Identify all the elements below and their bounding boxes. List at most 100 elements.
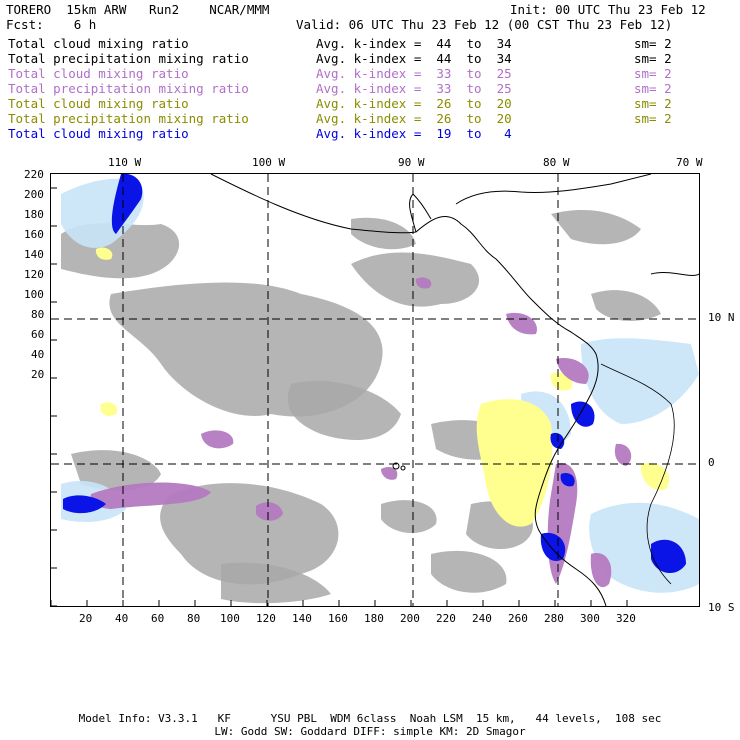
x-grid-tick: 80 [187,612,201,625]
purple-cloud-area [381,467,398,480]
galapagos-island [400,465,406,471]
gray-cloud-area [381,500,437,534]
legend-field-label: Total cloud mixing ratio [8,36,189,51]
longitude-label: 80 W [543,156,570,169]
x-grid-tick: 320 [616,612,636,625]
y-grid-tick: 220 [24,168,44,181]
legend-smoothing: sm= 2 [634,51,672,66]
heavy-cloud-area [571,401,595,427]
coastline-caribbean [455,174,652,205]
galapagos-island [392,462,400,470]
x-grid-tick: 120 [256,612,276,625]
legend-smoothing: sm= 2 [634,96,672,111]
gray-cloud-area [221,562,331,604]
purple-cloud-area [256,502,283,521]
x-grid-tick: 60 [151,612,165,625]
legend-row: Total cloud mixing ratio Avg. k-index = 3… [8,66,708,81]
latitude-label: 10 S [708,601,735,614]
y-grid-tick: 140 [24,248,44,261]
gray-cloud-area [551,209,641,245]
x-grid-tick: 180 [364,612,384,625]
legend-row: Total cloud mixing ratio Avg. k-index = 2… [8,96,708,111]
x-grid-tick: 300 [580,612,600,625]
legend-k-index: Avg. k-index = 44 to 34 [316,51,512,66]
purple-cloud-area [614,443,632,466]
purple-cloud-area [201,430,234,449]
y-grid-tick: 20 [31,368,45,381]
x-grid-tick: 220 [436,612,456,625]
x-grid-tick: 260 [508,612,528,625]
legend-field-label: Total cloud mixing ratio [8,66,189,81]
y-grid-tick: 80 [31,308,45,321]
x-grid-tick: 40 [115,612,129,625]
legend-k-index: Avg. k-index = 26 to 20 [316,96,512,111]
legend-field-label: Total cloud mixing ratio [8,126,189,141]
yellow-precip-area [95,247,113,260]
x-grid-tick: 140 [292,612,312,625]
legend-smoothing: sm= 2 [634,66,672,81]
purple-cloud-area [556,358,589,384]
heavy-cloud-area [651,539,686,574]
legend-field-label: Total cloud mixing ratio [8,96,189,111]
legend-smoothing: sm= 2 [634,111,672,126]
heavy-cloud-area [540,532,566,562]
header-row-2: Fcst: 6 h Valid: 06 UTC Thu 23 Feb 12 (0… [6,17,736,32]
weather-map [51,174,699,606]
legend-row: Total precipitation mixing ratio Avg. k-i… [8,81,708,96]
x-grid-tick: 20 [79,612,93,625]
y-grid-tick: 200 [24,188,44,201]
model-info-line: Model Info: V3.3.1 KF YSU PBL WDM 6class… [78,712,662,725]
longitude-label: 110 W [108,156,142,169]
legend-k-index: Avg. k-index = 33 to 25 [316,66,512,81]
physics-info-line: LW: Godd SW: Goddard DIFF: simple KM: 2D… [214,725,526,738]
legend-smoothing: sm= 2 [634,36,672,51]
purple-cloud-area [590,553,612,588]
gray-cloud-area [71,450,161,491]
x-grid-tick: 200 [400,612,420,625]
init-time: Init: 00 UTC Thu 23 Feb 12 [510,2,706,17]
legend-k-index: Avg. k-index = 19 to 4 [316,126,512,141]
map-panel [50,173,700,607]
legend-k-index: Avg. k-index = 33 to 25 [316,81,512,96]
y-grid-tick: 120 [24,268,44,281]
x-grid-tick: 100 [220,612,240,625]
header-row-1: TORERO 15km ARW Run2 NCAR/MMM Init: 00 U… [6,2,736,17]
legend-k-index: Avg. k-index = 26 to 20 [316,111,512,126]
purple-cloud-area [506,312,537,335]
x-grid-tick: 160 [328,612,348,625]
legend-smoothing: sm= 2 [634,81,672,96]
longitude-label: 100 W [252,156,286,169]
gray-cloud-area [351,252,480,307]
legend-row: Total precipitation mixing ratio Avg. k-i… [8,111,708,126]
light-cloud-area [581,338,699,424]
legend-field-label: Total precipitation mixing ratio [8,51,249,66]
legend-field-label: Total precipitation mixing ratio [8,111,249,126]
border-line [600,363,675,585]
y-grid-tick: 40 [31,348,45,361]
legend-row: Total precipitation mixing ratio Avg. k-i… [8,51,708,66]
valid-time: Valid: 06 UTC Thu 23 Feb 12 (00 CST Thu … [296,17,673,32]
y-grid-tick: 100 [24,288,44,301]
model-title: TORERO 15km ARW Run2 NCAR/MMM [6,2,270,17]
purple-cloud-area [90,482,211,509]
longitude-label: 70 W [676,156,703,169]
yellow-precip-area [476,399,553,527]
longitude-label: 90 W [398,156,425,169]
purple-cloud-area [415,277,432,289]
x-grid-tick: 280 [544,612,564,625]
legend-row: Total cloud mixing ratio Avg. k-index = 4… [8,36,708,51]
legend-row: Total cloud mixing ratio Avg. k-index = 1… [8,126,708,141]
heavy-cloud-area [63,495,106,514]
heavy-cloud-area [560,473,575,487]
y-grid-tick: 160 [24,228,44,241]
gray-cloud-area [431,550,507,593]
yellow-precip-area [640,463,670,490]
forecast-hour: Fcst: 6 h [6,17,97,32]
gray-cloud-area [160,483,339,585]
y-grid-tick: 180 [24,208,44,221]
legend-k-index: Avg. k-index = 44 to 34 [316,36,512,51]
coastline-venezuela [650,272,699,276]
yellow-precip-area [100,402,118,416]
latitude-label: 10 N [708,311,735,324]
gray-cloud-area [287,380,401,440]
